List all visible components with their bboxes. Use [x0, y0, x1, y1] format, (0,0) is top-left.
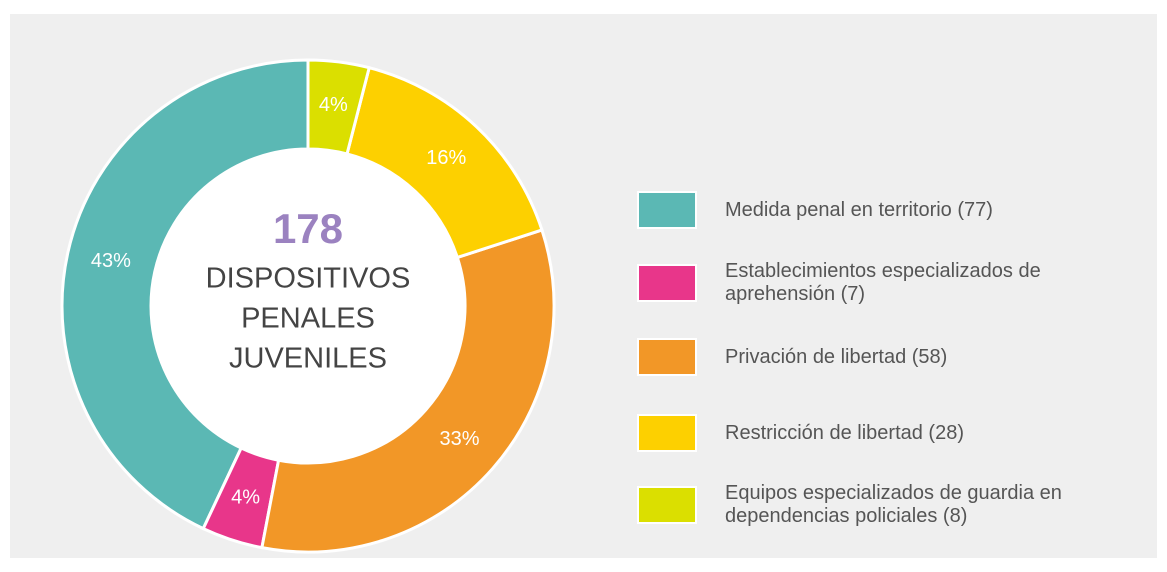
- legend-swatch: [637, 338, 697, 376]
- data-label: 16%: [426, 147, 466, 169]
- legend-swatch: [637, 414, 697, 452]
- data-label: 4%: [319, 94, 348, 116]
- center-label: DISPOSITIVOS: [206, 263, 411, 295]
- legend-item: Restricción de libertad (28): [637, 414, 1125, 452]
- legend-label: Restricción de libertad (28): [725, 421, 964, 444]
- legend-item: Equipos especializados de guardia en dep…: [637, 482, 1125, 528]
- legend-label: Equipos especializados de guardia en dep…: [725, 482, 1062, 527]
- legend-swatch: [637, 264, 697, 302]
- legend-item: Medida penal en territorio (77): [637, 191, 1125, 229]
- legend-item: Establecimientos especializados de apreh…: [637, 260, 1125, 306]
- center-label: PENALES: [241, 303, 375, 335]
- legend-item: Privación de libertad (58): [637, 338, 1125, 376]
- data-label: 4%: [231, 486, 260, 508]
- donut-segment: [260, 228, 556, 554]
- donut-segment: [60, 58, 310, 531]
- legend-swatch: [637, 191, 697, 229]
- legend-label: Privación de libertad (58): [725, 345, 948, 368]
- legend-label: Medida penal en territorio (77): [725, 198, 993, 221]
- legend-label: Establecimientos especializados de apreh…: [725, 260, 1041, 305]
- donut-segment: [306, 58, 372, 156]
- donut-hole: [152, 150, 464, 462]
- center-label: JUVENILES: [229, 343, 387, 375]
- data-label: 33%: [440, 428, 480, 450]
- legend-swatch: [637, 486, 697, 524]
- center-value: 178: [273, 205, 343, 252]
- data-label: 43%: [91, 250, 131, 272]
